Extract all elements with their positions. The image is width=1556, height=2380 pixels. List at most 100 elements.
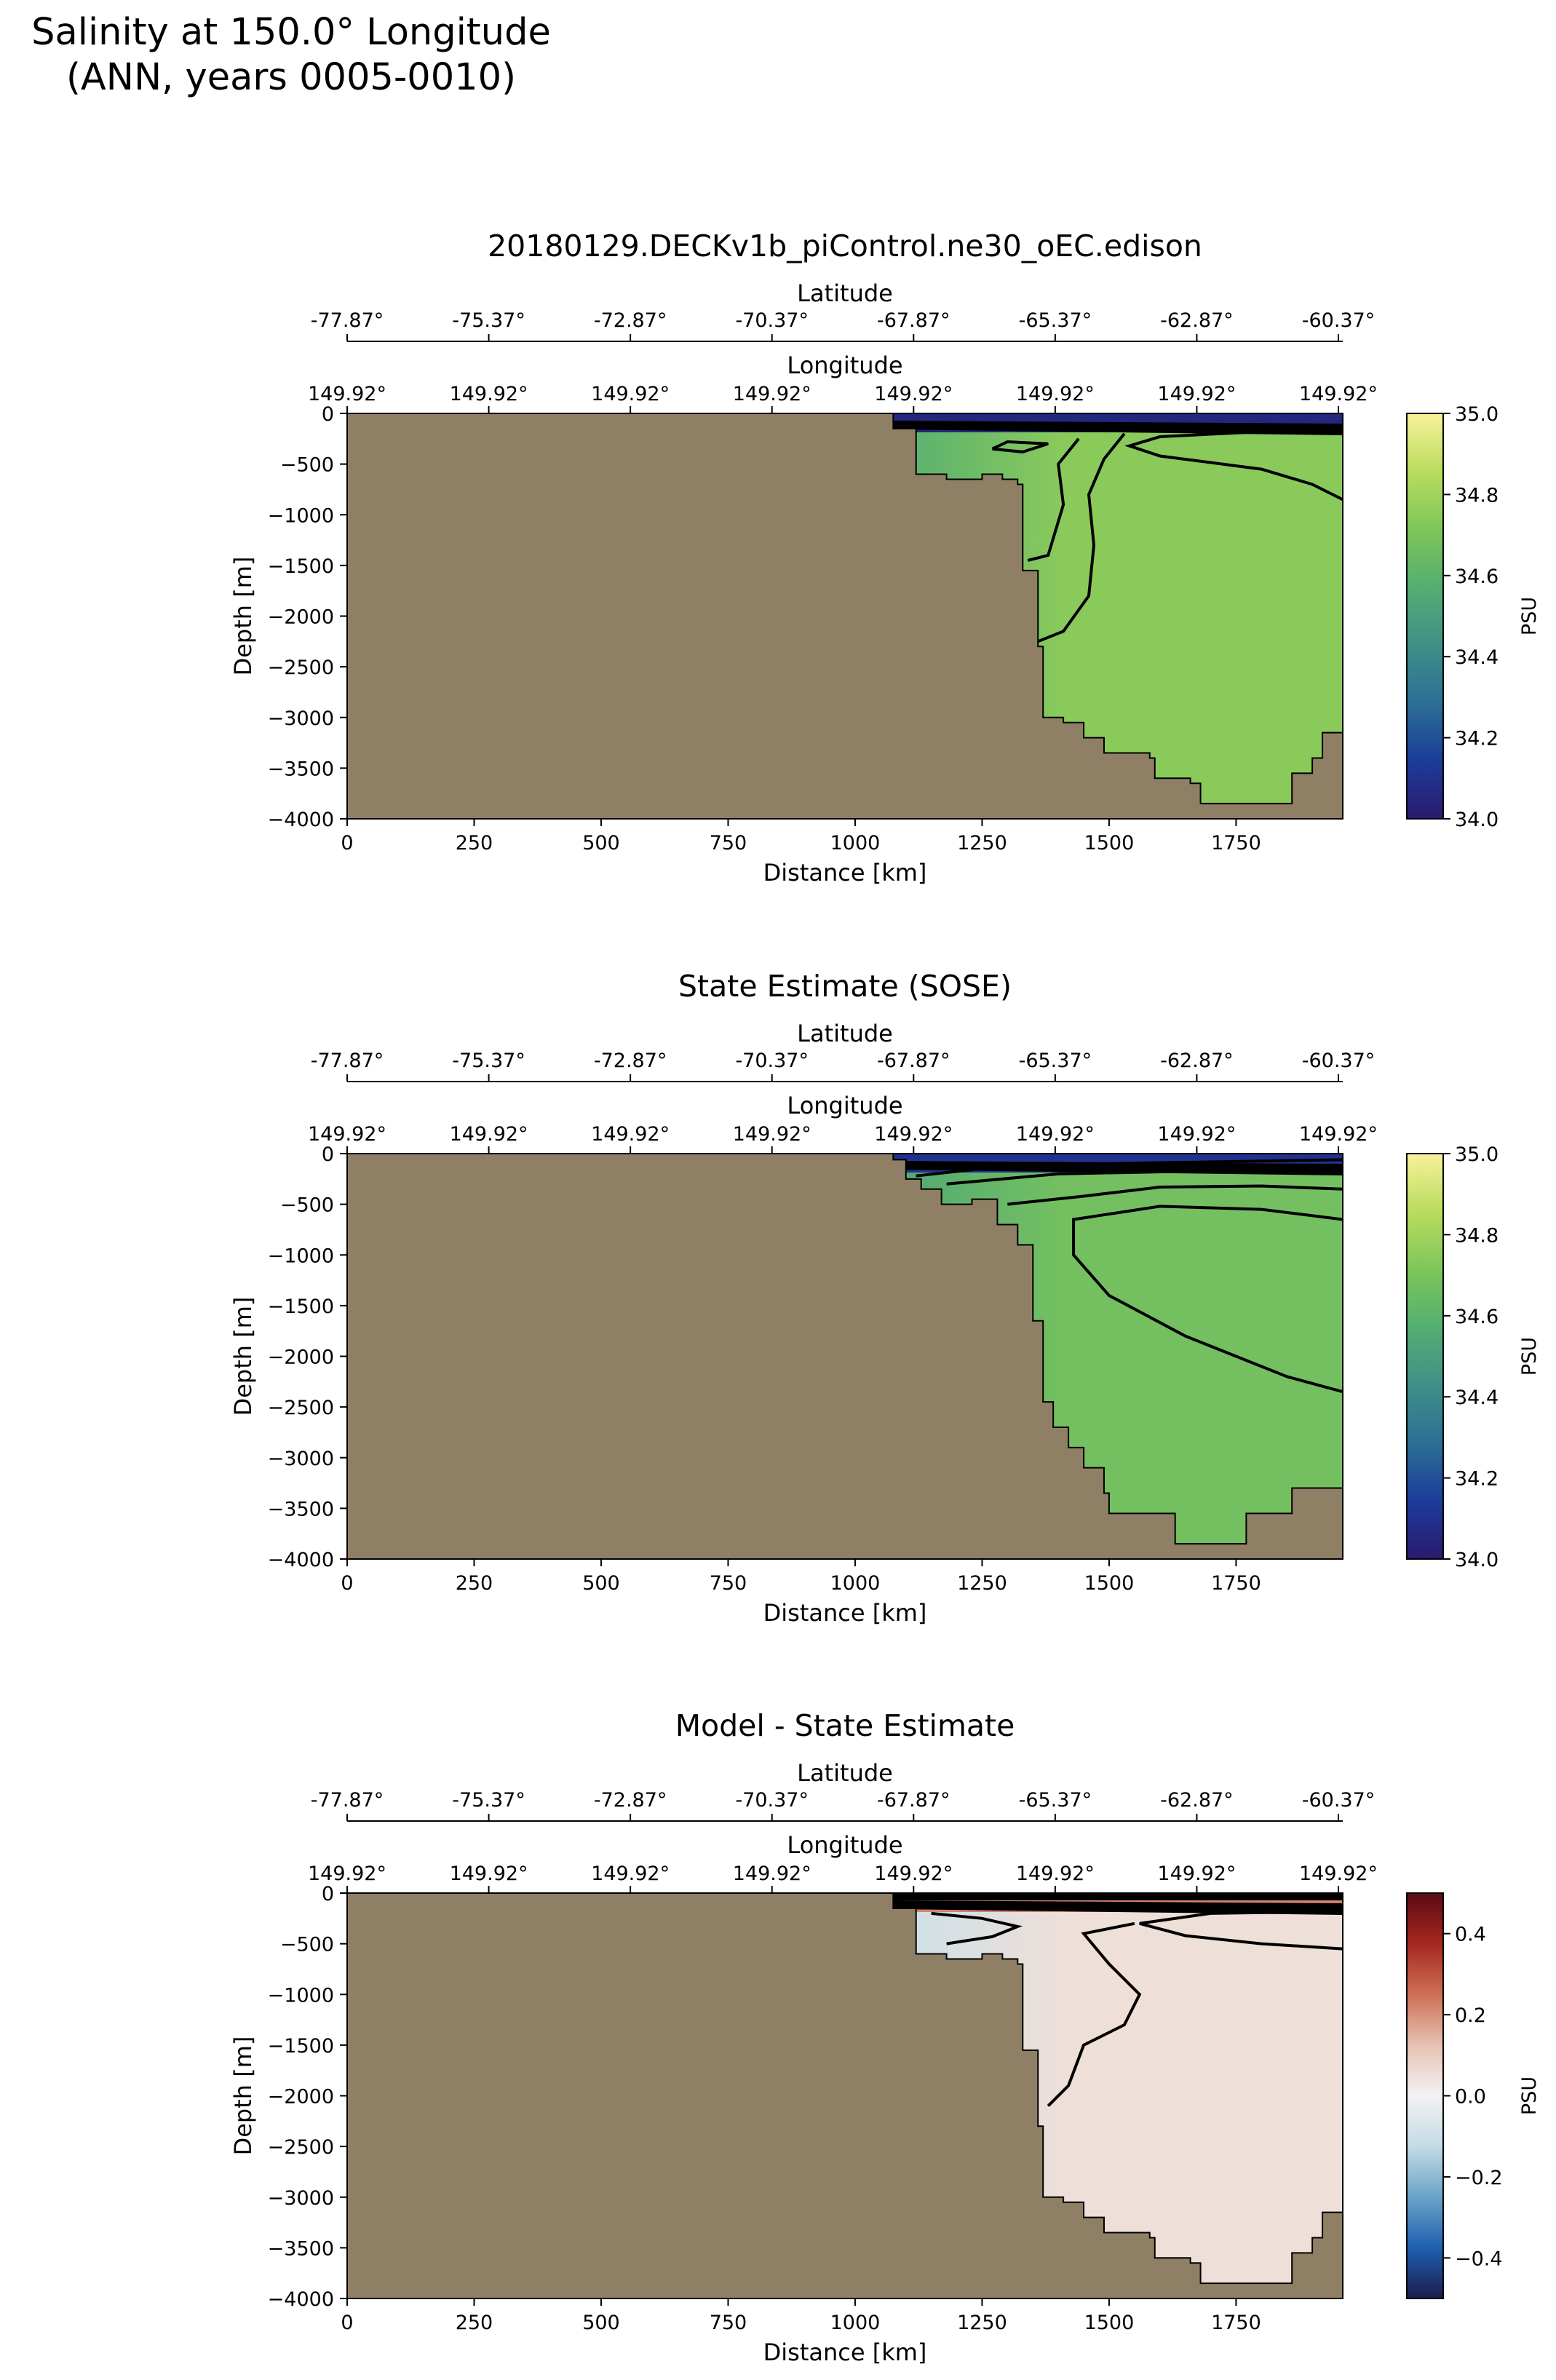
x-tick-label: 250 [456, 1572, 493, 1595]
figure-title-line-2: (ANN, years 0005-0010) [66, 56, 516, 99]
longitude-tick-label: 149.92° [308, 1123, 386, 1146]
colorbar-label: PSU [1518, 2076, 1541, 2115]
contour-line [946, 1167, 1343, 1186]
x-tick-label: 750 [710, 1572, 747, 1595]
panel-3: Model - State Estimate Latitude -77.87° -75… [229, 1708, 1541, 2366]
x-tick-label: 1500 [1084, 2312, 1135, 2334]
longitude-tick-label: 149.92° [1016, 1123, 1095, 1146]
colorbar-tick-label: 0.2 [1455, 2004, 1486, 2027]
colorbar: 0.4 0.2 0.0 −0.2 −0.4 PSU [1406, 1892, 1541, 2299]
y-tick-label: −500 [280, 1934, 334, 1956]
land-mask [347, 1893, 1343, 2298]
longitude-axis-label: Longitude [787, 1831, 902, 1859]
colorbar-tick-label: 35.0 [1455, 403, 1499, 426]
longitude-tick-label: 149.92° [1299, 1123, 1378, 1146]
colorbar-label: PSU [1518, 1337, 1541, 1376]
longitude-axis-label: Longitude [787, 1092, 902, 1119]
latitude-tick-label: -77.87° [311, 309, 384, 332]
colorbar-tick-label: 35.0 [1455, 1143, 1499, 1166]
longitude-tick-label: 149.92° [1299, 1863, 1378, 1885]
x-tick-label: 250 [456, 2312, 493, 2334]
y-tick-label: −1000 [268, 1245, 334, 1267]
y-tick-label: −2000 [268, 606, 334, 629]
x-tick-label: 0 [341, 2312, 353, 2334]
x-tick-label: 1000 [830, 2312, 881, 2334]
land-mask [347, 1154, 1343, 1559]
contour-line [1124, 430, 1343, 501]
colorbar-label: PSU [1518, 597, 1541, 635]
panel-title: State Estimate (SOSE) [678, 969, 1012, 1004]
x-tick-label: 1750 [1211, 2312, 1261, 2334]
contour-line [1072, 1205, 1343, 1394]
contour-line [1027, 437, 1080, 562]
colorbar-tick-label: 34.8 [1455, 1224, 1499, 1247]
colorbar-tick-label: 0.4 [1455, 1924, 1486, 1946]
y-tick-label: −1500 [268, 2035, 334, 2058]
contour-line [931, 1911, 1023, 1945]
y-tick-label: −2500 [268, 657, 334, 679]
latitude-tick-label: -75.37° [452, 309, 525, 332]
y-tick-label: −1500 [268, 555, 334, 578]
colorbar: 35.0 34.8 34.6 34.4 34.2 34.0 PSU [1406, 403, 1541, 831]
y-tick-label: −3500 [268, 2237, 334, 2260]
panel-1: 20180129.DECKv1b_piControl.ne30_oEC.edis… [229, 229, 1541, 886]
x-tick-label: 750 [710, 2312, 747, 2334]
colorbar-tick-label: 34.2 [1455, 1468, 1499, 1491]
y-tick-label: −1500 [268, 1296, 334, 1318]
y-tick-label: −1000 [268, 504, 334, 527]
latitude-tick-label: -72.87° [594, 1050, 667, 1072]
colorbar-tick-label: 34.4 [1455, 646, 1499, 669]
latitude-tick-label: -62.87° [1160, 309, 1234, 332]
colorbar-tick-label: −0.4 [1455, 2248, 1503, 2270]
figure-title-line-1: Salinity at 150.0° Longitude [31, 11, 551, 54]
latitude-tick-label: -67.87° [877, 1789, 950, 1812]
longitude-axis-label: Longitude [787, 352, 902, 379]
x-tick-label: 1000 [830, 1572, 881, 1595]
colorbar-gradient [1406, 1892, 1444, 2299]
y-tick-label: −500 [280, 1194, 334, 1217]
latitude-tick-label: -60.37° [1302, 309, 1376, 332]
figure-title: Salinity at 150.0° Longitude (ANN, years… [0, 10, 582, 100]
latitude-tick-label: -65.37° [1019, 1789, 1092, 1812]
x-axis-label: Distance [km] [763, 2339, 927, 2366]
surface-contour-band [893, 421, 1343, 435]
longitude-tick-label: 149.92° [874, 1863, 953, 1885]
latitude-tick-label: -70.37° [735, 1789, 809, 1812]
latitude-tick-label: -62.87° [1160, 1789, 1234, 1812]
x-tick-label: 1250 [957, 832, 1007, 854]
colorbar-tick-label: 34.2 [1455, 728, 1499, 750]
longitude-tick-label: 149.92° [733, 1123, 811, 1146]
y-tick-label: −3000 [268, 707, 334, 730]
x-tick-label: 1000 [830, 832, 881, 854]
contour-line [1139, 1910, 1343, 1951]
contour-line [1037, 432, 1126, 643]
colorbar-gradient [1406, 413, 1444, 820]
y-tick-label: −2500 [268, 1397, 334, 1419]
latitude-tick-label: -67.87° [877, 309, 950, 332]
x-tick-label: 1250 [957, 1572, 1007, 1595]
y-tick-label: −4000 [268, 2288, 334, 2311]
contour-line [1047, 1921, 1142, 2107]
y-tick-label: −2000 [268, 2086, 334, 2109]
x-tick-label: 500 [582, 2312, 620, 2334]
longitude-tick-label: 149.92° [874, 1123, 953, 1146]
y-tick-label: −2000 [268, 1346, 334, 1369]
y-tick-label: −4000 [268, 809, 334, 831]
latitude-tick-label: -62.87° [1160, 1050, 1234, 1072]
latitude-tick-label: -70.37° [735, 1050, 809, 1072]
latitude-tick-label: -60.37° [1302, 1050, 1376, 1072]
y-tick-label: −3000 [268, 2187, 334, 2210]
x-tick-label: 1500 [1084, 1572, 1135, 1595]
latitude-tick-label: -65.37° [1019, 309, 1092, 332]
latitude-tick-label: -75.37° [452, 1050, 525, 1072]
colorbar-tick-label: 34.0 [1455, 809, 1499, 831]
latitude-tick-label: -67.87° [877, 1050, 950, 1072]
y-tick-label: −3000 [268, 1448, 334, 1470]
panel-title: 20180129.DECKv1b_piControl.ne30_oEC.edis… [488, 229, 1202, 263]
x-tick-label: 0 [341, 1572, 353, 1595]
longitude-tick-label: 149.92° [1016, 1863, 1095, 1885]
latitude-axis-label: Latitude [797, 1759, 893, 1787]
colorbar-tick-label: 34.6 [1455, 1306, 1499, 1328]
y-tick-label: −1000 [268, 1984, 334, 2007]
colorbar-tick-label: 34.8 [1455, 484, 1499, 507]
